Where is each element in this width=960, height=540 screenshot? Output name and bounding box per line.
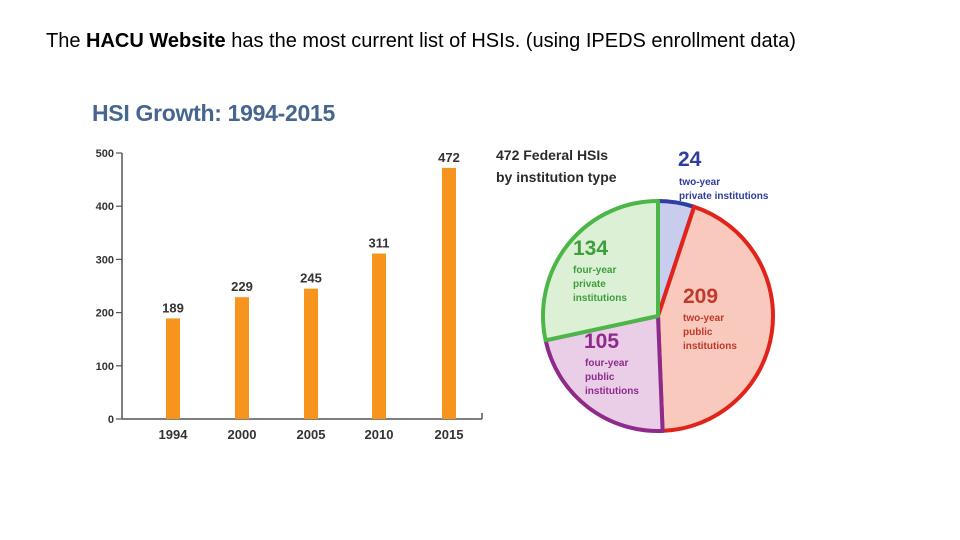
bar-value-label: 189 bbox=[162, 300, 184, 315]
bar-1994 bbox=[166, 318, 180, 419]
hsi-figure: HSI Growth: 1994-2015 0 100 200 300 400 500 18… bbox=[90, 96, 790, 441]
x-tick-label: 2000 bbox=[228, 427, 257, 441]
pie-label-2-number: 105 bbox=[584, 330, 620, 353]
pie-label-1-number: 209 bbox=[683, 285, 719, 308]
pie-label-3-line: four-year bbox=[573, 265, 617, 276]
pie-slice-105 bbox=[543, 314, 665, 433]
pie-label-0-number: 24 bbox=[678, 148, 702, 171]
pie-label-2-text: four-year public institutions bbox=[585, 357, 639, 399]
y-tick-label: 100 bbox=[96, 361, 114, 373]
bar-2015 bbox=[442, 167, 456, 419]
pie-label-1-line: institutions bbox=[683, 341, 737, 352]
bar-value-label: 229 bbox=[231, 279, 253, 294]
pie-label-2-line: institutions bbox=[585, 386, 639, 397]
pie-label-3-text: four-year private institutions bbox=[573, 264, 627, 306]
pie-label-0-line: private institutions bbox=[679, 191, 769, 202]
bar-value-label: 311 bbox=[369, 236, 390, 251]
pie-title-line1: 472 Federal HSIs bbox=[496, 147, 609, 163]
y-tick-label: 200 bbox=[96, 308, 114, 320]
x-tick-label: 1994 bbox=[159, 427, 189, 441]
x-tick-label: 2015 bbox=[435, 427, 464, 441]
y-tick-label: 500 bbox=[96, 148, 114, 160]
pie-label-1-text: two-year public institutions bbox=[683, 312, 737, 354]
bar-value-label: 472 bbox=[438, 150, 460, 165]
pie-label-0-line: two-year bbox=[679, 177, 721, 188]
bar-2005 bbox=[304, 288, 318, 419]
pie-slice-134 bbox=[541, 199, 660, 343]
pie-label-3-line: institutions bbox=[573, 293, 627, 304]
y-tick-label: 400 bbox=[96, 201, 114, 213]
headline-rest: has the most current list of HSIs. (usin… bbox=[231, 30, 796, 52]
pie-chart-title: 472 Federal HSIs by institution type bbox=[496, 144, 617, 188]
pie-label-1-line: two-year bbox=[683, 313, 725, 324]
pie-chart bbox=[541, 199, 775, 433]
hacu-website-link[interactable]: HACU Website bbox=[86, 30, 226, 52]
slide-headline: The HACU Website has the most current li… bbox=[46, 30, 796, 53]
pie-label-0-text: two-year private institutions bbox=[679, 176, 768, 204]
pie-title-line2: by institution type bbox=[496, 169, 617, 185]
y-tick-label: 300 bbox=[96, 254, 114, 266]
bar-2010 bbox=[372, 253, 386, 419]
bar-chart-title: HSI Growth: 1994-2015 bbox=[92, 100, 335, 126]
bar-chart: 0 100 200 300 400 500 189 1994 229 2000 245 2005 311… bbox=[96, 148, 483, 441]
bar-value-label: 245 bbox=[300, 271, 322, 286]
pie-label-3-line: private bbox=[573, 279, 606, 290]
pie-label-1-line: public bbox=[683, 327, 713, 338]
x-tick-label: 2005 bbox=[297, 427, 326, 441]
y-tick-label: 0 bbox=[108, 414, 114, 426]
pie-label-3-number: 134 bbox=[573, 237, 609, 260]
pie-label-2-line: four-year bbox=[585, 358, 629, 369]
pie-slice-209 bbox=[656, 204, 775, 433]
pie-label-2-line: public bbox=[585, 372, 615, 383]
headline-lead: The bbox=[46, 30, 81, 52]
x-tick-label: 2010 bbox=[365, 427, 394, 441]
bar-2000 bbox=[235, 297, 249, 419]
